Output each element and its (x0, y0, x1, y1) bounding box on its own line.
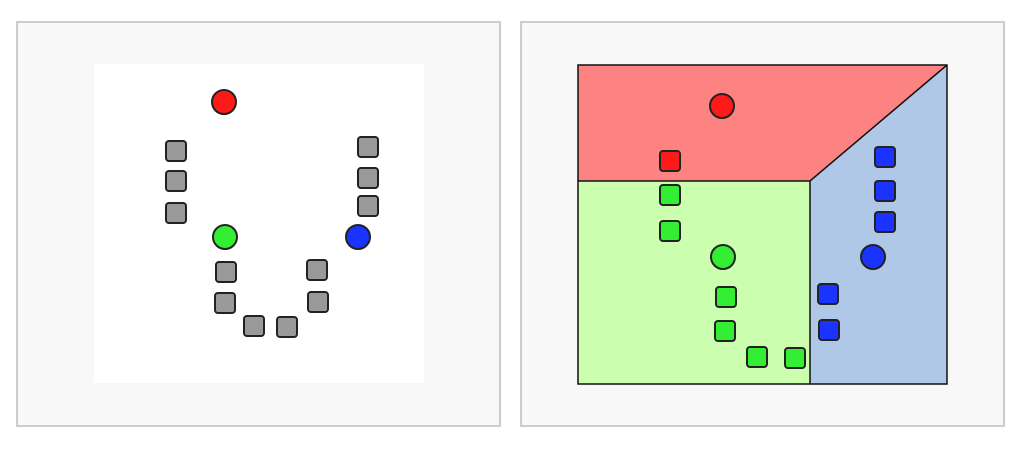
blue-points (817, 146, 896, 341)
centroid (709, 93, 735, 119)
point (659, 220, 681, 242)
point (215, 261, 237, 283)
point (874, 211, 896, 233)
centroid (710, 244, 736, 270)
red-points (659, 150, 681, 172)
point (306, 259, 328, 281)
point (243, 315, 265, 337)
point (817, 283, 839, 305)
point (659, 150, 681, 172)
point (165, 170, 187, 192)
point (659, 184, 681, 206)
point (357, 195, 379, 217)
region (578, 181, 810, 384)
centroid (860, 244, 886, 270)
point (357, 136, 379, 158)
point (165, 202, 187, 224)
centroid (212, 224, 238, 250)
point (818, 319, 840, 341)
point (307, 291, 329, 313)
point (714, 320, 736, 342)
point (784, 347, 806, 369)
point (165, 140, 187, 162)
centroid (211, 89, 237, 115)
point (715, 286, 737, 308)
point (214, 292, 236, 314)
point (874, 146, 896, 168)
green-points (659, 184, 806, 369)
point (357, 167, 379, 189)
canvas-border (577, 64, 948, 385)
point (874, 180, 896, 202)
point (276, 316, 298, 338)
point (746, 346, 768, 368)
centroid (345, 224, 371, 250)
unlabeled-points (165, 136, 379, 338)
